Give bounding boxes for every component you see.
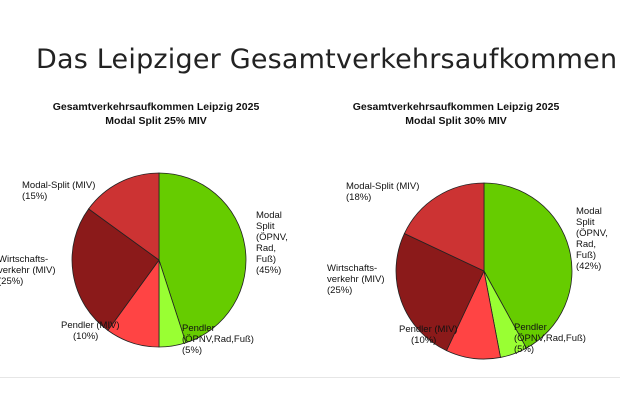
slice-label-line: Rad, [256, 243, 276, 254]
slice-label: Pendler (MIV) (10%) [61, 320, 120, 342]
slice-percent: (42%) [576, 261, 601, 272]
slice-label: Wirtschafts-verkehr (MIV) (25%) [0, 254, 56, 287]
pie-slice [403, 182, 485, 272]
slice-label-line: Modal [256, 210, 282, 221]
slice-label: Modal Split (ÖPNV, Rad, Fuß) (45%) [256, 210, 288, 276]
slice-label-line: Split [576, 217, 595, 228]
slice-label-line: (ÖPNV, [576, 228, 608, 239]
slice-label: Modal Split (ÖPNV, Rad, Fuß) (42%) [576, 206, 608, 272]
slice-percent: (5%) [182, 345, 202, 356]
slice-label: Modal-Split (MIV) (15%) [22, 180, 95, 202]
pie-chart-25: Gesamtverkehrsaufkommen Leipzig 2025 Mod… [0, 100, 306, 380]
slice-label-line: verkehr (MIV) [327, 274, 385, 285]
slice-percent: (25%) [0, 276, 23, 287]
slice-label: Pendler (MIV) (10%) [399, 324, 458, 346]
slice-percent: (5%) [514, 344, 534, 355]
pie-slice [71, 208, 160, 331]
slice-label: Pendler (ÖPNV,Rad,Fuß) (5%) [514, 322, 586, 355]
slice-label-line: Rad, [576, 239, 596, 250]
pie-slice [483, 182, 573, 349]
slice-label-line: Modal-Split (MIV) [346, 181, 419, 192]
chart-title: Gesamtverkehrsaufkommen Leipzig 2025 Mod… [6, 100, 306, 128]
slice-label-line: verkehr (MIV) [0, 265, 56, 276]
slice-label-line: (ÖPNV,Rad,Fuß) [514, 333, 586, 344]
pie-slice [395, 232, 485, 352]
slice-label-line: (ÖPNV, [256, 232, 288, 243]
pie-slice [88, 172, 160, 261]
pie-svg: Modal Split (ÖPNV, Rad, Fuß) (45%)Pendler (ÖPN… [0, 172, 288, 356]
slice-label-line: Fuß) [256, 254, 276, 265]
slice-label-line: Wirtschafts- [327, 263, 377, 274]
slice-label: Pendler (ÖPNV,Rad,Fuß) (5%) [182, 323, 254, 356]
pie-chart-30: Gesamtverkehrsaufkommen Leipzig 2025 Mod… [306, 100, 608, 380]
slice-label-line: Fuß) [576, 250, 596, 261]
slice-percent: (15%) [22, 191, 47, 202]
slice-label-line: Wirtschafts- [0, 254, 48, 265]
slice-label-line: Pendler [182, 323, 215, 334]
slice-percent: (10%) [411, 335, 436, 346]
slice-label-line: (ÖPNV,Rad,Fuß) [182, 334, 254, 345]
footer-divider [0, 377, 620, 378]
chart-title-main: Gesamtverkehrsaufkommen Leipzig 2025 [352, 101, 560, 113]
slide-title: Das Leipziger Gesamtverkehrsaufkommen [36, 44, 618, 75]
chart-title: Gesamtverkehrsaufkommen Leipzig 2025 Mod… [306, 100, 606, 128]
slice-label-line: Pendler (MIV) [61, 320, 120, 331]
slice-label: Wirtschafts-verkehr (MIV) (25%) [327, 263, 385, 296]
slice-percent: (45%) [256, 265, 281, 276]
slice-percent: (25%) [327, 285, 352, 296]
slice-label-line: Modal-Split (MIV) [22, 180, 95, 191]
slice-label-line: Split [256, 221, 275, 232]
chart-title-main: Gesamtverkehrsaufkommen Leipzig 2025 [52, 101, 260, 113]
pie-slice [158, 172, 247, 344]
chart-subtitle: Modal Split 25% MIV [105, 115, 207, 127]
slice-label-line: Pendler [514, 322, 547, 333]
chart-subtitle: Modal Split 30% MIV [405, 115, 507, 127]
slice-percent: (18%) [346, 192, 371, 203]
slice-label-line: Pendler (MIV) [399, 324, 458, 335]
slice-label: Modal-Split (MIV) (18%) [346, 181, 419, 203]
slice-label-line: Modal [576, 206, 602, 217]
pie-svg: Modal Split (ÖPNV, Rad, Fuß) (42%)Pendler (ÖPN… [327, 181, 608, 360]
slice-percent: (10%) [73, 331, 98, 342]
